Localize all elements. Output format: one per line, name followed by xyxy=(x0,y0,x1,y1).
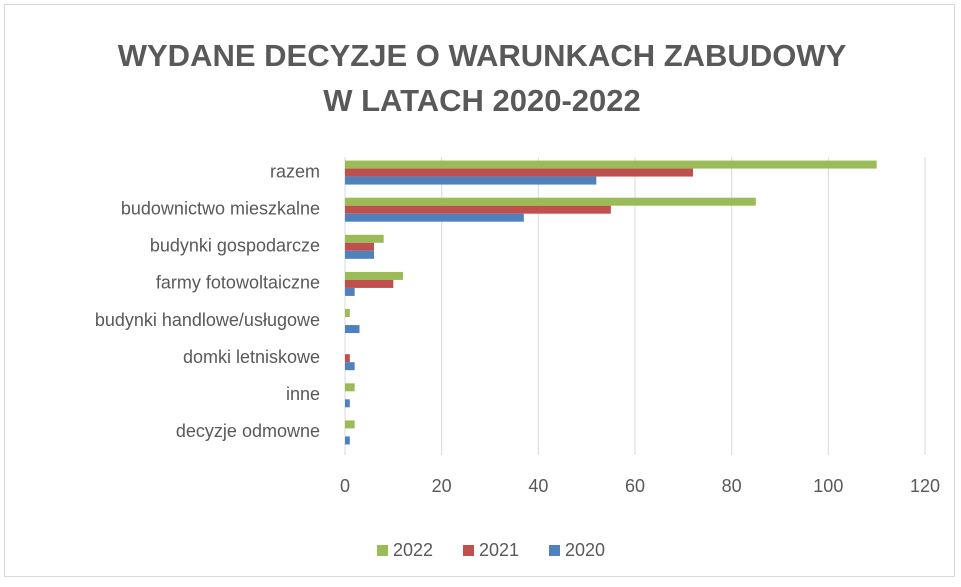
x-tick-label: 20 xyxy=(432,476,452,496)
bar xyxy=(345,279,394,288)
y-tick-label: razem xyxy=(270,161,320,181)
bar xyxy=(345,309,350,318)
legend-swatch xyxy=(549,545,560,556)
bar xyxy=(345,287,355,296)
chart-title: W LATACH 2020-2022 xyxy=(323,83,641,118)
y-tick-label: budownictwo mieszkalne xyxy=(121,198,320,218)
x-tick-label: 40 xyxy=(528,476,548,496)
bar xyxy=(345,234,384,243)
bar xyxy=(345,197,756,206)
bar xyxy=(345,160,877,169)
y-tick-label: domki letniskowe xyxy=(183,347,320,367)
x-tick-label: 100 xyxy=(813,476,843,496)
legend-label: 2021 xyxy=(479,540,519,560)
x-tick-label: 80 xyxy=(722,476,742,496)
chart-border xyxy=(4,4,955,577)
x-tick-label: 120 xyxy=(910,476,940,496)
legend-swatch xyxy=(463,545,474,556)
bar xyxy=(345,205,611,214)
bar xyxy=(345,242,374,251)
bar xyxy=(345,399,350,408)
legend-swatch xyxy=(377,545,388,556)
x-tick-label: 0 xyxy=(340,476,350,496)
bar xyxy=(345,325,360,334)
bar xyxy=(345,250,374,259)
chart-title: WYDANE DECYZJE O WARUNKACH ZABUDOWY xyxy=(118,38,847,73)
bar xyxy=(345,213,524,222)
y-tick-label: farmy fotowoltaiczne xyxy=(156,273,320,293)
bar xyxy=(345,420,355,429)
bar xyxy=(345,271,403,280)
bar xyxy=(345,362,355,371)
y-tick-label: inne xyxy=(286,384,320,404)
y-tick-label: budynki gospodarcze xyxy=(150,236,320,256)
x-tick-label: 60 xyxy=(625,476,645,496)
bar xyxy=(345,176,597,185)
y-tick-label: decyzje odmowne xyxy=(176,421,320,441)
bar xyxy=(345,436,350,445)
bar xyxy=(345,168,693,177)
y-tick-label: budynki handlowe/usługowe xyxy=(95,310,320,330)
legend-label: 2020 xyxy=(565,540,605,560)
bar xyxy=(345,383,355,392)
bar xyxy=(345,354,350,363)
legend-label: 2022 xyxy=(393,540,433,560)
